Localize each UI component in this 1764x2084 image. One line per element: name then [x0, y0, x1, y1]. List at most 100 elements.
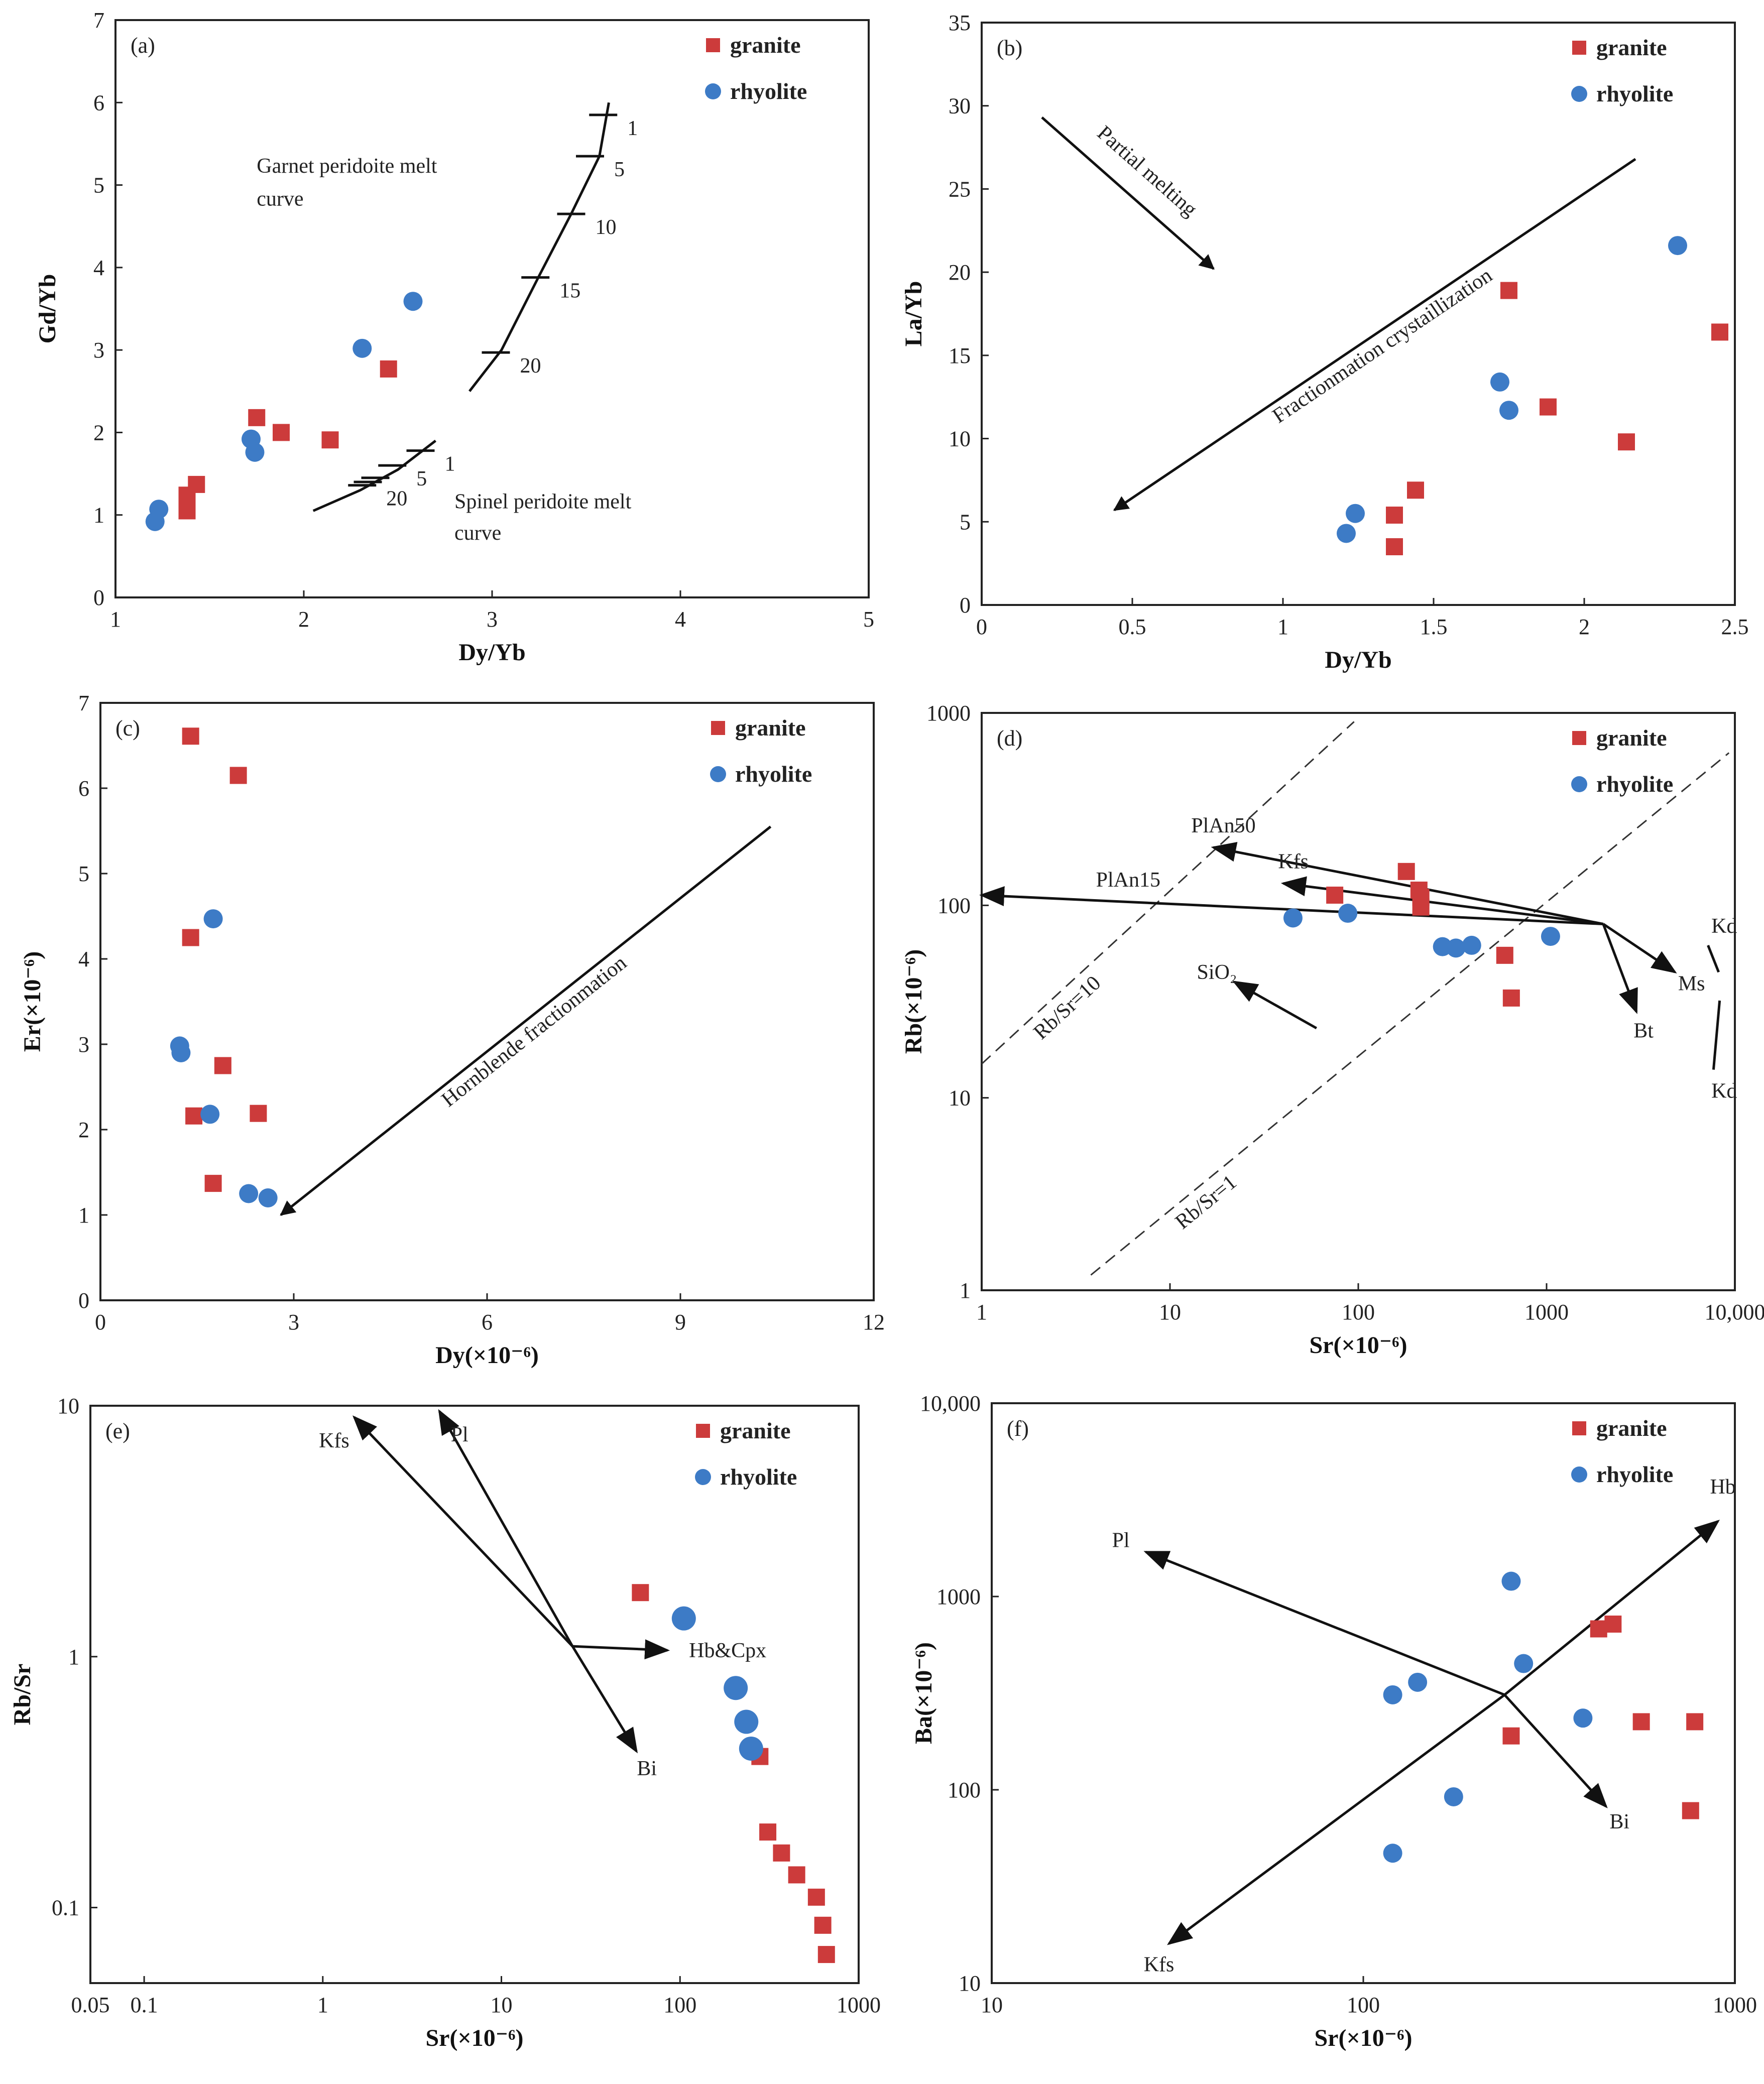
x-tick-label: 1	[317, 1993, 328, 2017]
data-point-rhyolite	[1501, 1571, 1521, 1591]
data-point-rhyolite	[245, 442, 265, 462]
x-tick-label: 0	[976, 615, 987, 639]
y-tick-label: 3	[78, 1032, 89, 1057]
data-point-rhyolite	[724, 1676, 748, 1700]
panel-label: (f)	[1007, 1416, 1029, 1441]
trend-arrow	[1113, 158, 1636, 512]
data-point-rhyolite	[1444, 1787, 1463, 1806]
data-point-granite	[1407, 481, 1424, 499]
panel-label: (a)	[131, 33, 155, 58]
data-point-granite	[1711, 323, 1728, 341]
x-axis-label: Dy/Yb	[458, 639, 525, 666]
legend-label-rhyolite: rhyolite	[730, 78, 807, 104]
y-tick-label: 10	[949, 1086, 971, 1111]
y-tick-label: 0	[960, 593, 971, 618]
y-tick-label: 10,000	[920, 1391, 981, 1416]
data-point-rhyolite	[1408, 1672, 1428, 1692]
legend-label-rhyolite: rhyolite	[735, 761, 812, 787]
y-tick-label: 7	[78, 691, 89, 715]
legend-marker-rhyolite	[1571, 86, 1587, 102]
data-point-granite	[814, 1916, 832, 1934]
vector-SiO₂	[1232, 980, 1318, 1030]
x-tick-label: 0.05	[71, 1993, 110, 2017]
data-point-rhyolite	[671, 1606, 696, 1631]
data-point-rhyolite	[1499, 401, 1518, 420]
x-axis-label: Sr(×10⁻⁶)	[425, 2025, 523, 2051]
x-tick-label: 2	[298, 607, 309, 632]
x-tick-label: 1000	[1524, 1300, 1569, 1324]
data-point-rhyolite	[1383, 1685, 1402, 1704]
x-tick-label: 1000	[837, 1993, 881, 2017]
legend-label-rhyolite: rhyolite	[1596, 81, 1673, 106]
annotation: Garnet peridoite melt	[257, 155, 437, 178]
y-tick-label: 0	[78, 1288, 89, 1313]
vector-Bt	[1602, 923, 1638, 1014]
data-point-rhyolite	[734, 1709, 759, 1734]
vector-label: Bi	[637, 1757, 657, 1780]
data-point-granite	[182, 727, 199, 745]
trend-arrow	[1041, 116, 1215, 270]
y-axis-label: Rb/Sr	[9, 1664, 36, 1726]
annotation: Kd	[1711, 915, 1737, 938]
panel-b: 0 0.5 1 1.5 2 2.5 0 5 10 15 20 25 30 35 Dy/Yb La/Yb (b) g…	[900, 11, 1749, 673]
vector-label: Kfs	[1144, 1953, 1174, 1976]
data-point-rhyolite	[1462, 935, 1481, 955]
y-tick-label: 5	[960, 510, 971, 534]
x-tick-label: 3	[288, 1310, 299, 1334]
melt-curve	[468, 102, 610, 392]
vector-Hb	[1503, 1520, 1720, 1696]
legend-label-granite: granite	[720, 1418, 791, 1443]
y-tick-label: 35	[949, 11, 971, 35]
data-point-rhyolite	[403, 292, 423, 311]
plot-frame	[981, 22, 1736, 606]
data-point-granite	[185, 1107, 203, 1125]
vector-label: Hb&Cpx	[689, 1639, 766, 1662]
data-point-granite	[788, 1866, 805, 1884]
x-axis-label: Sr(×10⁻⁶)	[1314, 2025, 1412, 2051]
y-tick-label: 15	[949, 343, 971, 368]
vector-label: Bt	[1633, 1020, 1654, 1043]
vector-Hb&Cpx	[572, 1639, 670, 1660]
legend-marker-rhyolite	[695, 1469, 711, 1485]
vector-PlAn50	[1211, 841, 1604, 925]
data-point-rhyolite	[149, 500, 169, 519]
vector-Kfs	[352, 1415, 573, 1647]
legend-label-granite: granite	[1596, 725, 1667, 751]
y-tick-label: 4	[93, 256, 104, 280]
y-tick-label: 6	[93, 90, 104, 115]
data-point-granite	[1590, 1620, 1607, 1638]
vector-Kfs	[1167, 1693, 1505, 1945]
data-point-rhyolite	[1490, 372, 1509, 392]
data-point-granite	[1386, 507, 1403, 524]
data-point-granite	[214, 1057, 231, 1074]
vector-label: Pl	[1112, 1529, 1130, 1552]
data-point-granite	[773, 1844, 790, 1862]
legend-label-granite: granite	[1596, 35, 1667, 60]
y-tick-label: 10	[959, 1971, 981, 1996]
annotation: Kd	[1711, 1080, 1737, 1103]
x-tick-label: 100	[1342, 1300, 1375, 1324]
x-tick-label: 10,000	[1705, 1300, 1764, 1324]
vector-Ms	[1602, 923, 1677, 974]
vector-label: SiO₂	[1197, 961, 1237, 984]
y-tick-label: 0	[93, 585, 104, 610]
data-point-granite	[1412, 898, 1430, 916]
data-point-rhyolite	[200, 1105, 220, 1124]
x-tick-label: 9	[675, 1310, 686, 1334]
data-point-rhyolite	[239, 1184, 259, 1203]
y-axis-label: Rb(×10⁻⁶)	[900, 949, 927, 1054]
vector-Bi	[1503, 1694, 1608, 1808]
data-point-granite	[1502, 989, 1520, 1007]
data-point-granite	[1604, 1615, 1622, 1633]
legend-marker-granite	[711, 721, 725, 735]
data-point-rhyolite	[1383, 1844, 1402, 1863]
legend-marker-rhyolite	[1571, 1466, 1587, 1483]
vector-Bi	[571, 1645, 638, 1754]
y-tick-label: 4	[78, 947, 89, 971]
reference-line-label: Rb/Sr=10	[1029, 971, 1106, 1044]
data-point-rhyolite	[203, 909, 223, 929]
x-tick-label: 3	[487, 607, 498, 632]
curve-tick-label: 20	[520, 354, 541, 378]
x-tick-label: 1	[110, 607, 121, 632]
